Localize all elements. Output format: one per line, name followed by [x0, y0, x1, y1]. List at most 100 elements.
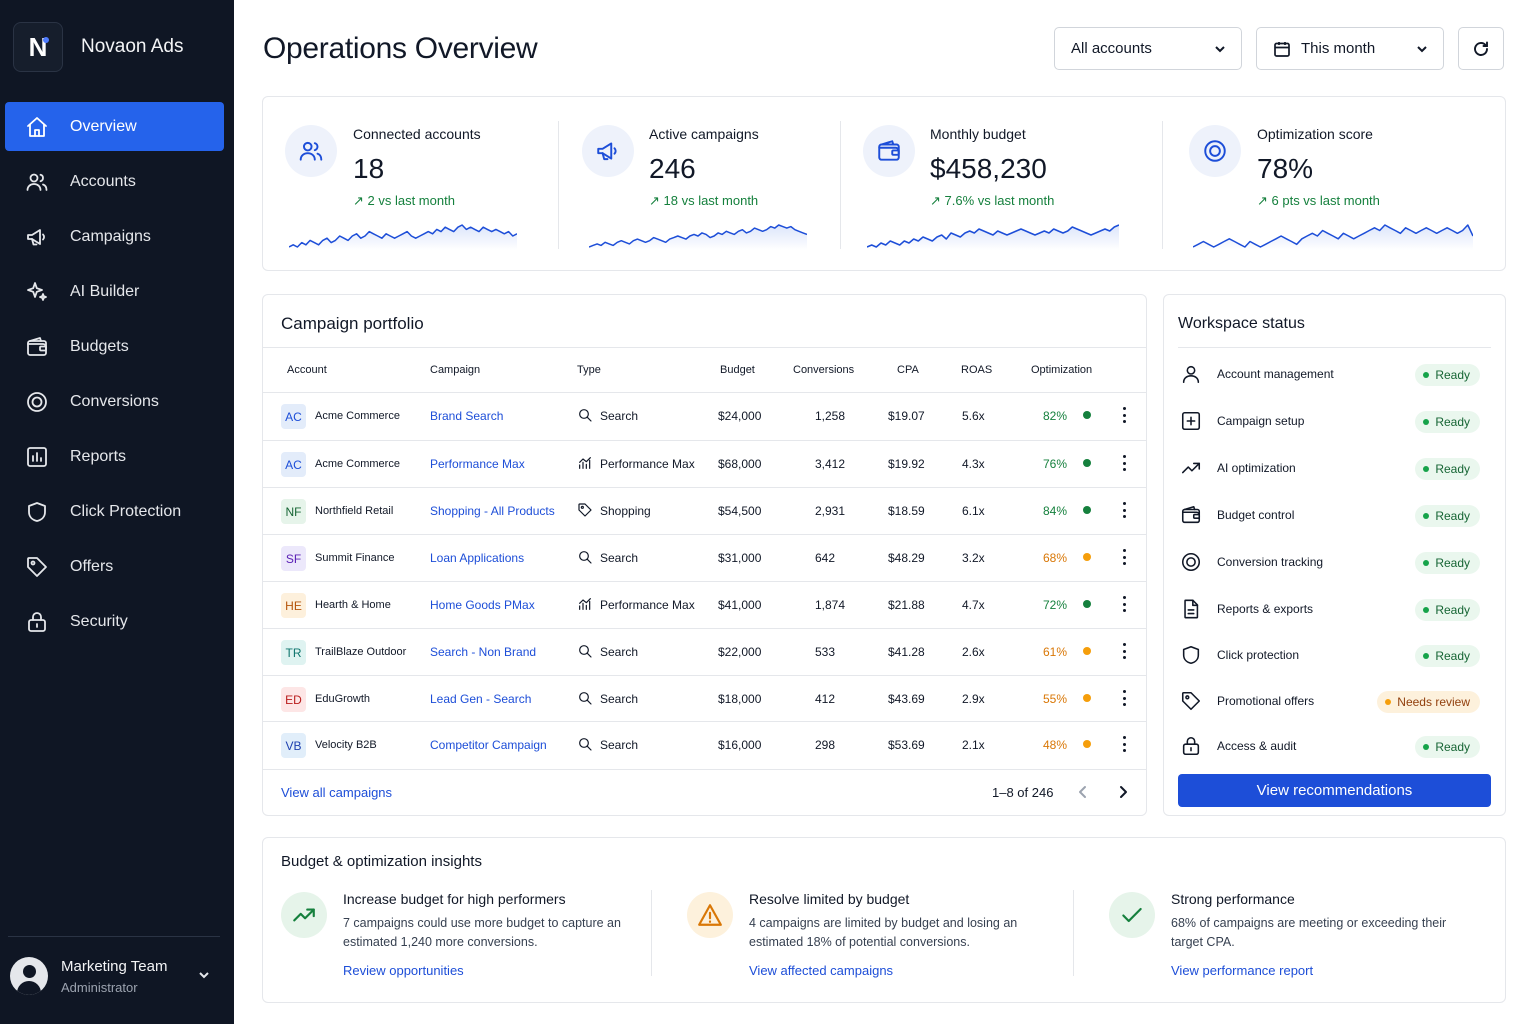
insight-body: 7 campaigns could use more budget to cap… [343, 916, 621, 949]
column-header-optimization[interactable]: Optimization [1031, 364, 1093, 376]
workspace-item-ai-optimization[interactable]: AI optimization Ready [1178, 445, 1492, 492]
insight-icon-wrap [687, 892, 733, 938]
sidebar-item-security[interactable]: Security [5, 597, 224, 646]
campaign-link[interactable]: Home Goods PMax [430, 598, 535, 612]
campaign-link[interactable]: Loan Applications [430, 551, 525, 565]
sparkline-area [867, 225, 1119, 250]
chevron-down-icon[interactable] [196, 967, 212, 983]
column-header-roas[interactable]: ROAS [961, 364, 993, 376]
table-row[interactable]: AC Acme Commerce Brand Search Search $24… [263, 393, 1146, 441]
sidebar-item-reports[interactable]: Reports [5, 432, 224, 481]
view-all-campaigns-link[interactable]: View all campaigns [281, 785, 393, 800]
sidebar-item-label: Click Protection [70, 502, 182, 520]
wallet-icon [27, 336, 47, 356]
kpi-label: Connected accounts [353, 126, 481, 142]
cpa-value: $19.92 [888, 457, 925, 471]
row-menu-button[interactable] [1115, 405, 1133, 425]
table-row[interactable]: HE Hearth & Home Home Goods PMax Perform… [263, 582, 1146, 629]
kpi-summary-card: Connected accounts 18 ↗ 2 vs last month … [262, 96, 1506, 271]
target-icon [27, 391, 47, 412]
row-menu-button[interactable] [1115, 688, 1133, 708]
account-filter-value: All accounts [1071, 40, 1152, 57]
workspace-icon-wrap [1180, 644, 1202, 666]
optimization-value: 48% [1043, 738, 1068, 752]
workspace-item-label: Click protection [1217, 648, 1300, 662]
workspace-item-budget-control[interactable]: Budget control Ready [1178, 492, 1492, 539]
account-badge: SF [281, 546, 306, 571]
campaign-link[interactable]: Brand Search [430, 409, 504, 423]
campaign-portfolio-card: Campaign portfolio Account Campaign Type Bu… [262, 294, 1147, 816]
sidebar-item-offers[interactable]: Offers [5, 542, 224, 591]
optimization-value: 76% [1043, 457, 1068, 471]
column-header-conversions[interactable]: Conversions [793, 364, 855, 376]
prev-page-button[interactable] [1075, 784, 1091, 800]
account-badge: NF [281, 499, 306, 524]
kpi-delta: ↗ 18 vs last month [649, 193, 759, 208]
sidebar-item-ai-builder[interactable]: AI Builder [5, 267, 224, 316]
brand[interactable]: N Novaon Ads [13, 22, 183, 72]
workspace-item-promotional-offers[interactable]: Promotional offers Needs review [1178, 678, 1492, 725]
insight-body: 4 campaigns are limited by budget and lo… [749, 916, 1018, 949]
sidebar-item-label: Campaigns [70, 227, 151, 245]
column-header-account[interactable]: Account [287, 364, 327, 376]
sidebar-item-accounts[interactable]: Accounts [5, 157, 224, 206]
row-menu-button[interactable] [1115, 734, 1133, 754]
row-menu-button[interactable] [1115, 453, 1133, 473]
table-row[interactable]: VB Velocity B2B Competitor Campaign Sear… [263, 722, 1146, 770]
campaign-link[interactable]: Performance Max [430, 457, 525, 471]
workspace-item-conversion-tracking[interactable]: Conversion tracking Ready [1178, 539, 1492, 586]
sidebar-item-click-protection[interactable]: Click Protection [5, 487, 224, 536]
sidebar-item-budgets[interactable]: Budgets [5, 322, 224, 371]
view-recommendations-button[interactable]: View recommendations [1178, 774, 1491, 807]
campaign-link[interactable]: Lead Gen - Search [430, 692, 532, 706]
cpa-value: $18.59 [888, 504, 925, 518]
wallet-icon [878, 140, 900, 161]
row-menu-button[interactable] [1115, 500, 1133, 520]
column-header-campaign[interactable]: Campaign [430, 364, 481, 376]
table-row[interactable]: SF Summit Finance Loan Applications Sear… [263, 535, 1146, 582]
sparkline-line [867, 224, 1119, 248]
workspace-item-access-audit[interactable]: Access & audit Ready [1178, 723, 1492, 770]
sidebar-item-conversions[interactable]: Conversions [5, 377, 224, 426]
table-row[interactable]: TR TrailBlaze Outdoor Search - Non Brand… [263, 629, 1146, 676]
app-logo: N [13, 22, 63, 72]
campaign-type: Search [600, 551, 639, 565]
column-header-cpa[interactable]: CPA [897, 364, 919, 376]
workspace-item-account-management[interactable]: Account management Ready [1178, 351, 1492, 398]
column-header-type[interactable]: Type [577, 364, 601, 376]
sparkline-area [289, 225, 517, 250]
campaign-link[interactable]: Competitor Campaign [430, 738, 547, 752]
account-filter-select[interactable]: All accounts [1054, 27, 1242, 70]
campaign-type: Search [600, 738, 639, 752]
megaphone-icon [597, 142, 617, 161]
workspace-item-campaign-setup[interactable]: Campaign setup Ready [1178, 398, 1492, 445]
row-menu-button[interactable] [1115, 547, 1133, 567]
table-row[interactable]: AC Acme Commerce Performance Max Perform… [263, 441, 1146, 488]
insight-separator [651, 890, 652, 976]
user-menu[interactable]: Marketing Team Administrator [10, 954, 220, 998]
insight-link[interactable]: View performance report [1171, 963, 1314, 978]
row-menu-button[interactable] [1115, 594, 1133, 614]
insight-icon-wrap [1109, 892, 1155, 938]
column-header-budget[interactable]: Budget [720, 364, 755, 376]
next-page-button[interactable] [1115, 784, 1131, 800]
insight-link[interactable]: View affected campaigns [749, 963, 894, 978]
campaign-type: Shopping [600, 504, 651, 518]
conversions-value: 412 [815, 692, 836, 706]
sidebar-item-campaigns[interactable]: Campaigns [5, 212, 224, 261]
row-menu-button[interactable] [1115, 641, 1133, 661]
check-icon [1122, 907, 1142, 923]
insight-link[interactable]: Review opportunities [343, 963, 464, 978]
cpa-value: $19.07 [888, 409, 925, 423]
campaign-link[interactable]: Shopping - All Products [430, 504, 555, 518]
campaign-link[interactable]: Search - Non Brand [430, 645, 537, 659]
roas-value: 2.1x [962, 738, 985, 752]
status-dot [1083, 506, 1091, 514]
workspace-item-click-protection[interactable]: Click protection Ready [1178, 632, 1492, 679]
table-row[interactable]: ED EduGrowth Lead Gen - Search Search $1… [263, 676, 1146, 722]
table-row[interactable]: NF Northfield Retail Shopping - All Prod… [263, 488, 1146, 535]
workspace-item-reports-exports[interactable]: Reports & exports Ready [1178, 586, 1492, 633]
date-range-select[interactable]: This month [1256, 27, 1444, 70]
refresh-button[interactable] [1458, 27, 1504, 70]
sidebar-item-overview[interactable]: Overview [5, 102, 224, 151]
